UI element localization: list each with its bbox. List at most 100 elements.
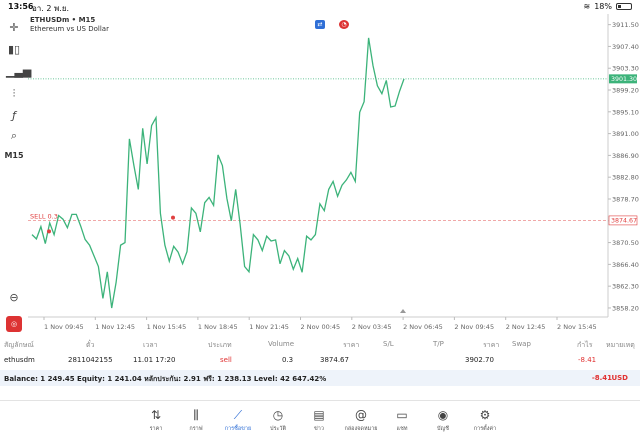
col-symbol: สัญลักษณ์ <box>4 341 34 349</box>
price-tick-label: 3882.80 <box>612 174 639 182</box>
status-date: อา. 2 พ.ย. <box>32 4 70 13</box>
price-tick-label: 3899.20 <box>612 87 639 95</box>
wifi-icon: ≋ <box>583 2 591 11</box>
position-price-tag <box>608 215 638 226</box>
time-tick-label: 1 Nov 21:45 <box>249 323 289 331</box>
nav-news[interactable]: ▤ ข่าว <box>299 407 339 437</box>
status-bar: 13:56 อา. 2 พ.ย. ≋ 18% <box>0 0 640 14</box>
nav-label: ราคา <box>149 426 163 432</box>
signal-icon[interactable]: ◔ <box>339 20 349 29</box>
price-tick-label: 3886.90 <box>612 152 639 160</box>
nav-label: บัญชี <box>437 426 449 432</box>
nav-quotes[interactable]: ⇅ ราคา <box>136 407 176 437</box>
indicators-icon[interactable]: ⫶ <box>12 87 16 100</box>
nav-mailbox[interactable]: @ กล่องจดหมาย <box>341 407 381 437</box>
nav-settings[interactable]: ⚙ การตั้งค่า <box>465 407 505 437</box>
price-tick-label: 3870.50 <box>612 239 639 247</box>
account-icon: ◉ <box>437 408 449 422</box>
summary-currency: USD <box>611 374 628 382</box>
col-time: เวลา <box>143 341 158 349</box>
summary-text: Balance: 1 249.45 Equity: 1 241.04 หลักป… <box>4 375 327 383</box>
time-tick-label: 2 Nov 09:45 <box>454 323 494 331</box>
chart-description: Ethereum vs US Dollar <box>30 25 109 33</box>
col-profit: กำไร <box>577 341 593 349</box>
price-tick-label: 3862.30 <box>612 283 639 291</box>
function-icon[interactable]: ƒ <box>12 109 16 122</box>
col-tp: T/P <box>433 340 444 348</box>
time-tick-label: 2 Nov 12:45 <box>506 323 546 331</box>
quotes-icon: ⇅ <box>150 408 162 422</box>
price-tick-label: 3911.50 <box>612 21 639 29</box>
col-open-price: ราคา <box>343 341 360 349</box>
time-tick-label: 2 Nov 03:45 <box>352 323 392 331</box>
crosshair-icon[interactable]: ✛ <box>9 21 19 34</box>
col-sl: S/L <box>383 340 394 348</box>
nav-chat[interactable]: ▭ แชท <box>382 407 422 437</box>
nav-label: กราฟ <box>189 426 203 432</box>
broker-logo-icon[interactable]: ◎ <box>6 316 22 332</box>
time-tick-label: 1 Nov 15:45 <box>147 323 187 331</box>
chart-top-icons: ⇄ ◔ <box>315 20 349 29</box>
nav-account[interactable]: ◉ บัญชี <box>423 407 463 437</box>
one-click-trade-icon[interactable]: ⇄ <box>315 20 325 29</box>
status-right: ≋ 18% <box>584 2 632 11</box>
row-symbol: ethusdm <box>4 356 35 364</box>
col-ticket: ตั๋ว <box>86 341 95 349</box>
price-chart[interactable]: 3911.50 3907.40 3903.30 3899.20 3895.10 3891.… <box>28 14 640 332</box>
trade-icon: ⟋ <box>233 408 243 422</box>
history-icon: ◷ <box>272 408 284 422</box>
chart-canvas: 3911.50 3907.40 3903.30 3899.20 3895.10 3891.… <box>28 14 639 331</box>
zoom-icon[interactable]: ⊖ <box>9 291 19 304</box>
chart-symbol: ETHUSDm • M15 <box>30 16 96 24</box>
price-tick-label: 3866.40 <box>612 261 639 269</box>
price-tick-label: 3858.20 <box>612 304 639 312</box>
timeframe-button[interactable]: M15 <box>4 151 24 160</box>
trade-entry-marker <box>47 229 51 234</box>
bid-price-tag-label: 3901.30 <box>611 76 637 83</box>
positions-table-header: สัญลักษณ์ ตั๋ว เวลา ประเภท Volume ราคา S… <box>0 337 640 351</box>
chart-icon: ⫼ <box>193 408 199 422</box>
time-tick-label: 2 Nov 00:45 <box>301 323 341 331</box>
battery-icon <box>616 3 632 10</box>
price-series-line <box>31 37 405 309</box>
price-tick-label: 3878.70 <box>612 195 639 203</box>
price-tick-label: 3907.40 <box>612 43 639 51</box>
row-time: 11.01 17:20 <box>133 356 176 364</box>
candles-icon[interactable]: ▮▯ <box>7 43 21 56</box>
time-tick-label: 2 Nov 06:45 <box>403 323 443 331</box>
nav-label: แชท <box>396 426 408 432</box>
nav-label: ประวัติ <box>269 426 287 432</box>
col-volume: Volume <box>268 340 295 348</box>
account-summary: Balance: 1 249.45 Equity: 1 241.04 หลักป… <box>0 370 640 386</box>
objects-icon[interactable]: ⌕ <box>10 129 18 142</box>
nav-trade[interactable]: ⟋ การซื้อขาย <box>218 407 258 437</box>
table-row[interactable]: ethusdm 2811042155 11.01 17:20 sell 0.3 … <box>0 353 640 367</box>
bid-price-tag <box>609 74 637 84</box>
mailbox-icon: @ <box>355 408 367 422</box>
time-tick-label: 1 Nov 18:45 <box>198 323 238 331</box>
row-ticket: 2811042155 <box>68 356 113 364</box>
row-volume: 0.3 <box>282 356 294 364</box>
chart-symbol-info: ETHUSDm • M15 Ethereum vs US Dollar <box>30 16 109 34</box>
nav-label: ข่าว <box>314 426 324 432</box>
price-tick-label: 3895.10 <box>612 108 639 116</box>
chart-shift-marker <box>400 309 406 313</box>
status-time: 13:56 <box>8 2 34 11</box>
sell-position-label: SELL 0.3 <box>30 212 58 220</box>
col-swap: Swap <box>512 340 531 348</box>
nav-chart[interactable]: ⫼ กราฟ <box>176 407 216 437</box>
nav-label: กล่องจดหมาย <box>344 426 378 432</box>
bottom-navigation: ⇅ ราคา ⫼ กราฟ ⟋ การซื้อขาย ◷ ประวัติ ▤ ข… <box>0 400 640 447</box>
nav-history[interactable]: ◷ ประวัติ <box>258 407 298 437</box>
news-icon: ▤ <box>313 408 325 422</box>
bars-icon[interactable]: ▁▃▅ <box>6 65 32 78</box>
col-type: ประเภท <box>208 341 232 349</box>
col-price: ราคา <box>483 341 500 349</box>
row-profit: -8.41 <box>578 356 597 364</box>
price-tick-label: 3903.30 <box>612 65 639 73</box>
chat-icon: ▭ <box>396 408 408 422</box>
summary-profit: -8.41 <box>591 374 612 382</box>
row-type: sell <box>220 356 232 364</box>
time-tick-label: 2 Nov 15:45 <box>557 323 597 331</box>
row-open-price: 3874.67 <box>320 356 349 364</box>
